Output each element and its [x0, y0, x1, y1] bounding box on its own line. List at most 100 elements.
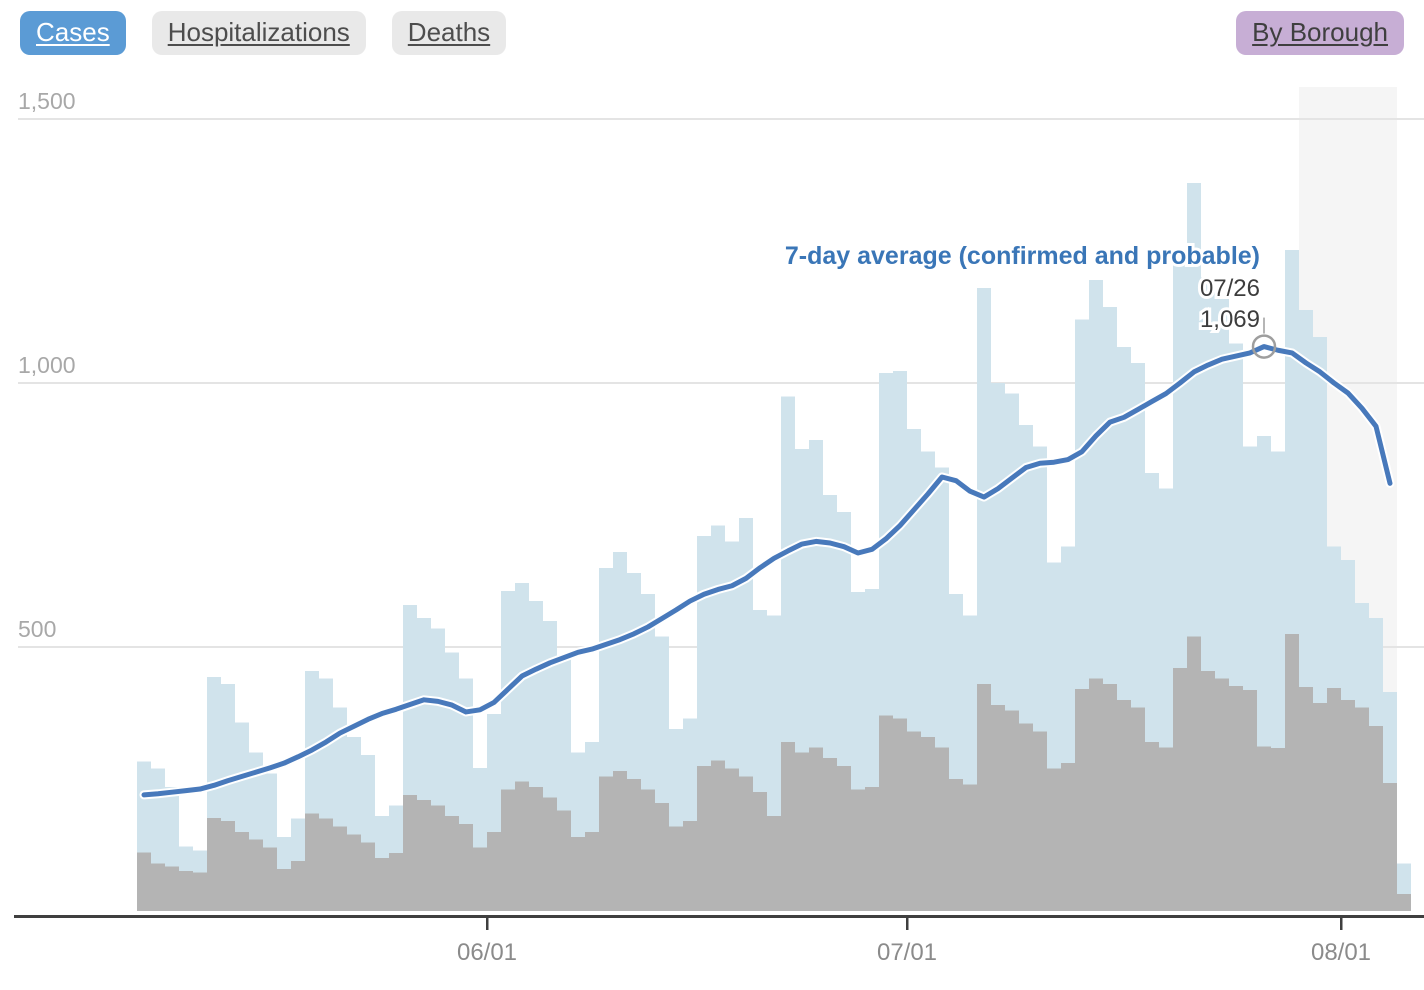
bar-secondary — [641, 789, 655, 911]
bar-secondary — [151, 863, 165, 911]
bar-secondary — [893, 718, 907, 911]
bar-secondary — [277, 868, 291, 911]
bar-secondary — [1271, 747, 1285, 911]
bar-secondary — [1285, 633, 1299, 911]
bar-secondary — [655, 802, 669, 911]
bar-secondary — [389, 852, 403, 911]
annotation-value: 1,069 — [1200, 306, 1260, 333]
bar-secondary — [1215, 678, 1229, 911]
bar-secondary — [207, 818, 221, 911]
bar-secondary — [487, 831, 501, 911]
bar-secondary — [235, 831, 249, 911]
bar-secondary — [991, 705, 1005, 911]
x-tick — [1340, 918, 1343, 930]
bar-secondary — [795, 752, 809, 911]
bar-secondary — [1229, 686, 1243, 911]
bar-secondary — [585, 831, 599, 911]
bar-secondary — [1075, 689, 1089, 911]
bar-secondary — [291, 860, 305, 911]
bar-secondary — [613, 771, 627, 911]
bar-secondary — [921, 736, 935, 911]
bar-secondary — [417, 800, 431, 911]
bar-secondary — [221, 821, 235, 911]
metric-tabs: Cases Hospitalizations Deaths — [20, 11, 507, 55]
bar-secondary — [669, 826, 683, 911]
bar-secondary — [1187, 636, 1201, 911]
bar-secondary — [375, 858, 389, 911]
x-tick — [906, 918, 909, 930]
y-axis-label: 500 — [18, 616, 56, 642]
bar-secondary — [1117, 699, 1131, 911]
bar-secondary — [599, 776, 613, 911]
bar-secondary — [1159, 747, 1173, 911]
bar-secondary — [179, 870, 193, 911]
bar-secondary — [1005, 710, 1019, 911]
bar-secondary — [543, 797, 557, 911]
bar-secondary — [1173, 668, 1187, 911]
bar-secondary — [1033, 731, 1047, 911]
bar-secondary — [319, 818, 333, 911]
bar-secondary — [753, 792, 767, 911]
bar-secondary — [557, 810, 571, 911]
bar-secondary — [305, 813, 319, 911]
bar-secondary — [1299, 687, 1313, 911]
bar-secondary — [1061, 763, 1075, 911]
bar-secondary — [501, 789, 515, 911]
bar-secondary — [1355, 707, 1369, 911]
bar-secondary — [431, 805, 445, 911]
bar-secondary — [865, 786, 879, 911]
bar-secondary — [725, 768, 739, 911]
bar-secondary — [1019, 723, 1033, 911]
bar-secondary — [935, 747, 949, 911]
bar-secondary — [571, 837, 585, 911]
bar-secondary — [445, 815, 459, 911]
bar-secondary — [809, 747, 823, 911]
bar-secondary — [1145, 742, 1159, 911]
bar-secondary — [137, 852, 151, 911]
bar-secondary — [473, 847, 487, 911]
x-axis-label: 06/01 — [457, 939, 517, 966]
bar-secondary — [165, 866, 179, 911]
avg-line — [141, 344, 1393, 798]
avg-peak-marker — [1251, 334, 1277, 359]
avg-line-label: 7-day average (confirmed and probable) — [785, 242, 1260, 270]
bar-secondary — [627, 779, 641, 911]
bar-secondary — [963, 784, 977, 911]
bar-secondary — [823, 757, 837, 911]
bar-secondary — [1243, 689, 1257, 911]
bar-secondary — [1047, 768, 1061, 911]
bar-secondary — [193, 872, 207, 911]
bar-secondary — [1327, 688, 1341, 911]
bar-secondary — [347, 834, 361, 911]
bar-secondary — [739, 776, 753, 911]
bar-secondary — [1131, 707, 1145, 911]
bar-secondary — [1201, 670, 1215, 911]
tab-deaths[interactable]: Deaths — [391, 11, 507, 55]
bar-secondary — [1103, 683, 1117, 911]
bar-secondary — [711, 760, 725, 911]
bar-secondary — [1383, 783, 1397, 911]
bar-secondary — [361, 842, 375, 911]
bar-secondary — [459, 823, 473, 911]
bar-secondary — [263, 847, 277, 911]
bar-secondary — [1369, 726, 1383, 911]
bar-secondary — [767, 815, 781, 911]
bar-secondary — [697, 765, 711, 911]
bar-secondary — [1397, 894, 1411, 911]
bar-secondary — [781, 742, 795, 911]
bar-secondary — [683, 821, 697, 911]
tab-cases[interactable]: Cases — [20, 11, 126, 55]
tab-hospitalizations[interactable]: Hospitalizations — [151, 11, 366, 55]
bar-secondary — [977, 683, 991, 911]
bar-secondary — [529, 786, 543, 911]
x-tick — [486, 918, 489, 930]
bar-secondary — [949, 779, 963, 911]
y-axis-label: 1,000 — [18, 352, 76, 378]
by-borough-button[interactable]: By Borough — [1236, 11, 1404, 55]
bar-secondary — [515, 781, 529, 911]
bar-secondary — [879, 715, 893, 911]
x-axis-label: 08/01 — [1311, 939, 1371, 966]
bar-secondary — [333, 826, 347, 911]
x-axis — [14, 915, 1424, 918]
